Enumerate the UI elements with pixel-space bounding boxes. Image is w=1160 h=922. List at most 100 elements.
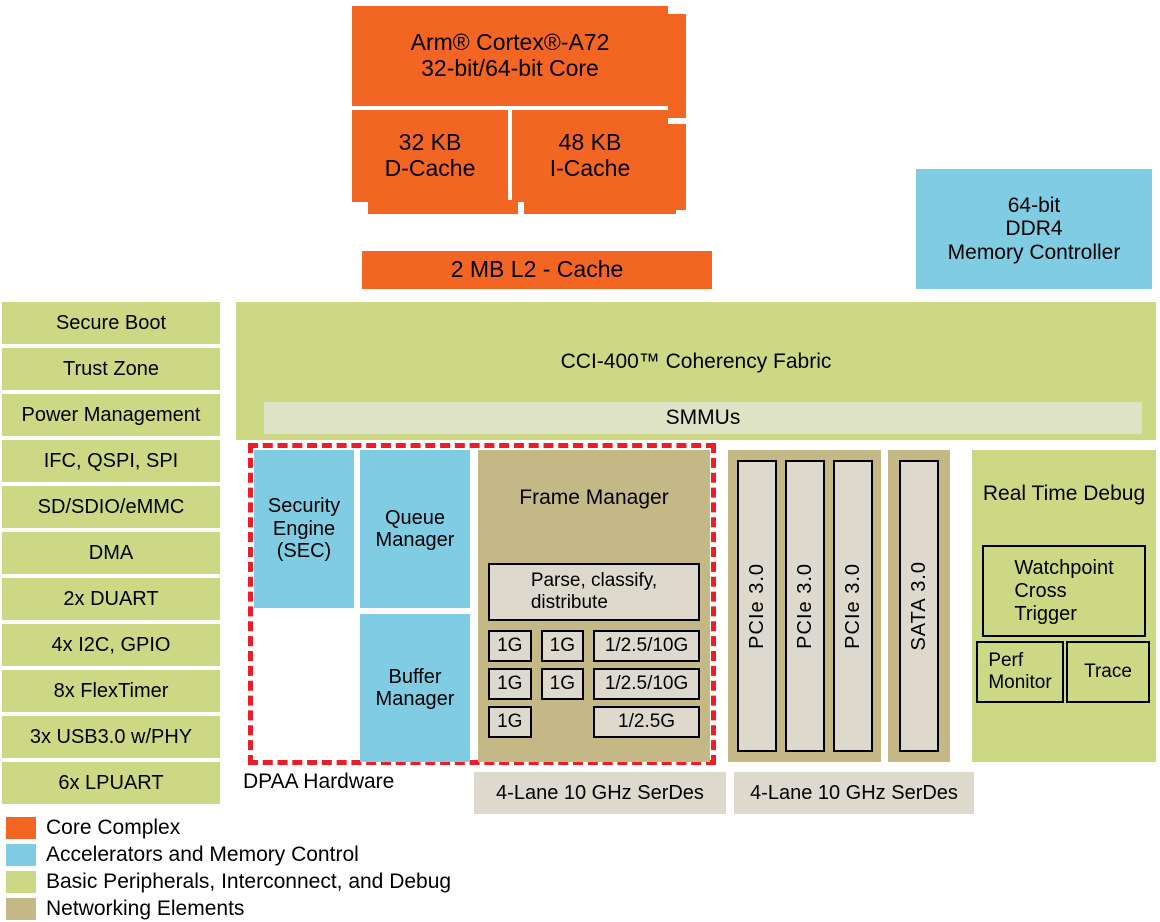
security-engine-label-line3: (SEC) [276,540,332,563]
legend-swatch-networking [6,897,36,920]
pcie-slot-label: PCIe 3.0 [793,563,816,649]
peripheral-label: IFC, QSPI, SPI [43,449,179,472]
ethernet-port[interactable]: 1G [488,706,532,738]
port-label: 1/2.5/10G [604,635,689,656]
legend-swatch-basic-peripherals [6,870,36,893]
ethernet-port[interactable]: 1G [488,630,532,662]
cortex-a72-core-label-line1: Arm® Cortex®-A72 [410,29,610,56]
i-cache-name-label: I-Cache [549,155,631,181]
ddr4-controller-label: Memory Controller [947,240,1121,264]
port-label: 1G [549,673,576,694]
peripheral-label: Secure Boot [55,311,167,334]
peripherals-column: Secure Boot Trust Zone Power Management … [2,302,220,808]
smmus-bar[interactable]: SMMUs [264,402,1142,434]
peripheral-dma[interactable]: DMA [2,532,220,574]
core-complex-stack-shadow-top [668,14,686,118]
sata-slot-label: SATA 3.0 [907,561,930,651]
security-engine-label-line2: Engine [272,517,336,540]
peripheral-secure-boot[interactable]: Secure Boot [2,302,220,344]
legend-label: Networking Elements [46,896,245,920]
pcie-slot-label: PCIe 3.0 [745,563,768,649]
ethernet-port[interactable]: 1G [540,668,585,700]
security-engine-label-line1: Security [267,495,341,518]
peripheral-flextimer[interactable]: 8x FlexTimer [2,670,220,712]
peripheral-usb3[interactable]: 3x USB3.0 w/PHY [2,716,220,758]
i-cache-block[interactable]: 48 KB I-Cache [512,110,668,202]
peripheral-label: SD/SDIO/eMMC [37,495,185,518]
peripheral-trust-zone[interactable]: Trust Zone [2,348,220,390]
ddr4-width-label: 64-bit [1007,193,1061,217]
serdes-label: 4-Lane 10 GHz SerDes [496,781,704,804]
legend-label: Basic Peripherals, Interconnect, and Deb… [46,869,452,893]
legend-label: Accelerators and Memory Control [46,842,359,866]
dpaa-hardware-label: DPAA Hardware [243,770,395,793]
buffer-manager-label-line2: Manager [375,688,455,710]
peripheral-label: 2x DUART [63,587,159,610]
legend-swatch-accelerators [6,843,36,866]
ethernet-port[interactable]: 1/2.5/10G [593,630,700,662]
peripheral-lpuart[interactable]: 6x LPUART [2,762,220,804]
peripheral-i2c-gpio[interactable]: 4x I2C, GPIO [2,624,220,666]
port-label: 1G [549,635,576,656]
real-time-debug-title: Real Time Debug [982,482,1146,505]
peripheral-sd-sdio-emmc[interactable]: SD/SDIO/eMMC [2,486,220,528]
port-label: 1G [497,673,523,694]
ethernet-port[interactable]: 1/2.5G [593,706,700,738]
trace-block[interactable]: Trace [1066,641,1150,703]
peripheral-label: Trust Zone [63,357,159,380]
serdes-block-1[interactable]: 4-Lane 10 GHz SerDes [474,772,726,814]
peripheral-power-management[interactable]: Power Management [2,394,220,436]
pcie-slot-3[interactable]: PCIe 3.0 [833,460,873,752]
frame-manager-title: Frame Manager [519,486,669,509]
d-cache-stack-shadow [368,200,518,214]
peripheral-ifc-qspi-spi[interactable]: IFC, QSPI, SPI [2,440,220,482]
serdes-block-2[interactable]: 4-Lane 10 GHz SerDes [734,772,974,814]
peripheral-duart[interactable]: 2x DUART [2,578,220,620]
ethernet-port[interactable]: 1G [488,668,532,700]
legend-item-basic-peripherals: Basic Peripherals, Interconnect, and Deb… [6,868,451,895]
port-label: 1G [497,711,523,732]
legend-item-core-complex: Core Complex [6,814,451,841]
queue-manager-label-line2: Manager [375,529,455,551]
dpaa-hardware-boundary [248,443,716,765]
buffer-manager-label-line1: Buffer [388,665,442,688]
legend: Core Complex Accelerators and Memory Con… [6,814,451,922]
legend-swatch-core-complex [6,816,36,839]
perf-monitor-block[interactable]: Perf Monitor [976,641,1064,703]
pcie-slot-label: PCIe 3.0 [841,563,864,649]
watchpoint-label-line3: Trigger [1014,602,1077,625]
queue-manager-block[interactable]: Queue Manager [360,450,470,608]
cortex-a72-core-label-line2: 32-bit/64-bit Core [421,55,599,81]
legend-item-networking: Networking Elements [6,895,451,922]
l2-cache-block[interactable]: 2 MB L2 - Cache [362,251,712,289]
port-label: 1/2.5/10G [604,673,689,694]
ddr4-memory-controller-block[interactable]: 64-bit DDR4 Memory Controller [916,169,1152,289]
port-row: 1G 1/2.5G [488,706,700,738]
peripheral-label: 6x LPUART [58,771,164,794]
d-cache-size-label: 32 KB [398,129,462,156]
perf-monitor-label-line1: Perf [988,650,1024,671]
cortex-a72-core-block[interactable]: Arm® Cortex®-A72 32-bit/64-bit Core [352,6,668,106]
pcie-slot-2[interactable]: PCIe 3.0 [785,460,825,752]
sata-slot[interactable]: SATA 3.0 [899,460,939,752]
parse-classify-distribute-block[interactable]: Parse, classify, distribute [488,563,700,621]
legend-label: Core Complex [46,815,181,839]
coherency-fabric-label: CCI-400™ Coherency Fabric [560,350,832,373]
ethernet-port[interactable]: 1/2.5/10G [593,668,700,700]
smmus-label: SMMUs [665,406,741,429]
peripheral-label: 8x FlexTimer [53,679,169,702]
ethernet-port[interactable]: 1G [540,630,585,662]
i-cache-size-label: 48 KB [558,129,622,156]
port-label: 1/2.5G [618,711,676,732]
port-row: 1G 1G 1/2.5/10G [488,630,700,662]
perf-monitor-label-line2: Monitor [988,672,1052,693]
watchpoint-cross-trigger-block[interactable]: Watchpoint Cross Trigger [982,545,1146,637]
serdes-label: 4-Lane 10 GHz SerDes [750,781,958,804]
peripheral-label: DMA [88,541,134,564]
ddr4-type-label: DDR4 [1005,217,1063,241]
d-cache-block[interactable]: 32 KB D-Cache [352,110,508,202]
pcie-slot-1[interactable]: PCIe 3.0 [737,460,777,752]
buffer-manager-block[interactable]: Buffer Manager [360,614,470,762]
queue-manager-label-line1: Queue [384,506,446,529]
security-engine-block[interactable]: Security Engine (SEC) [254,450,354,608]
